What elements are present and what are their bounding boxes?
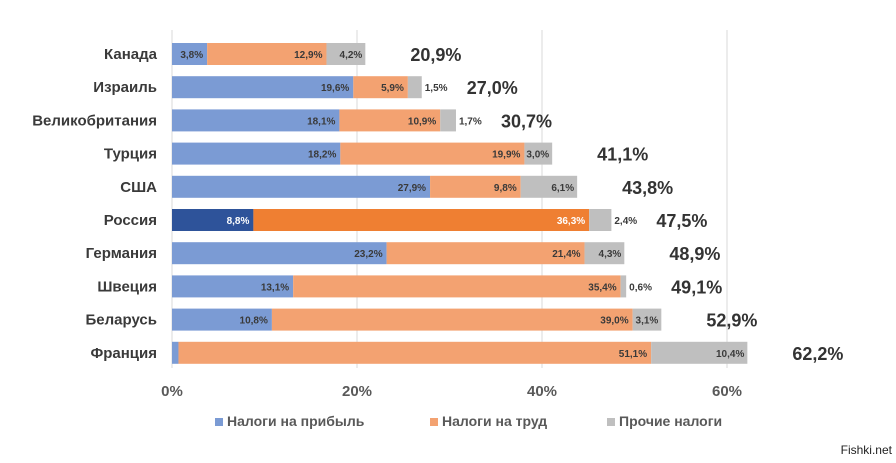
bar-segment: [172, 76, 354, 99]
category-label: Канада: [104, 46, 158, 63]
bar-segment: [620, 275, 627, 298]
data-label: 3,1%: [636, 316, 659, 327]
data-label: 19,9%: [492, 150, 520, 161]
category-label: Германия: [86, 245, 157, 262]
bar-segment: [584, 242, 625, 265]
bar-segment: [172, 341, 179, 364]
data-label: 9,8%: [494, 183, 517, 194]
total-label: 49,1%: [671, 277, 722, 297]
x-tick-label: 0%: [161, 383, 183, 400]
data-label: 8,8%: [227, 216, 250, 227]
bar-segment: [172, 175, 431, 198]
data-label: 10,8%: [240, 316, 268, 327]
category-label: Турция: [104, 146, 157, 163]
bar-segment: [172, 308, 272, 331]
legend-label: Прочие налоги: [619, 413, 722, 429]
data-label: 27,9%: [398, 183, 426, 194]
total-label: 41,1%: [597, 145, 648, 165]
bar-segment: [293, 275, 621, 298]
data-label: 1,7%: [459, 116, 482, 127]
data-label: 4,2%: [340, 50, 363, 61]
bar-segment: [172, 275, 294, 298]
data-label: 19,6%: [321, 83, 349, 94]
legend-swatch: [430, 418, 438, 426]
bar-segment: [632, 308, 662, 331]
watermark: Fishki.net: [840, 443, 892, 457]
bar-segment: [172, 43, 208, 65]
category-label: Россия: [104, 212, 157, 229]
data-label: 18,1%: [307, 116, 335, 127]
bar-segment: [326, 43, 366, 65]
total-label: 30,7%: [501, 111, 552, 131]
bar-segment: [430, 175, 521, 198]
bar-segment: [172, 109, 340, 132]
legend-label: Налоги на труд: [442, 413, 547, 429]
data-label: 6,1%: [551, 183, 574, 194]
x-tick-label: 60%: [712, 383, 742, 400]
data-label: 13,1%: [261, 282, 289, 293]
total-label: 43,8%: [622, 178, 673, 198]
x-tick-label: 40%: [527, 383, 557, 400]
bar-segment: [172, 242, 387, 265]
data-label: 23,2%: [354, 249, 382, 260]
total-label: 62,2%: [792, 344, 843, 364]
bar-segment: [407, 76, 422, 99]
total-label: 52,9%: [706, 311, 757, 331]
data-label: 51,1%: [619, 349, 647, 360]
category-label: Израиль: [93, 79, 157, 96]
bar-segment: [172, 142, 341, 165]
data-label: 0,6%: [629, 282, 652, 293]
data-label: 39,0%: [600, 316, 628, 327]
bar-segment: [651, 341, 748, 364]
legend-label: Налоги на прибыль: [227, 413, 365, 429]
category-label: Беларусь: [86, 312, 158, 329]
bar-segment: [386, 242, 585, 265]
bar-segment: [340, 142, 525, 165]
bar-segment: [589, 209, 612, 231]
total-label: 48,9%: [669, 244, 720, 264]
data-label: 12,9%: [294, 50, 322, 61]
data-label: 3,8%: [180, 50, 203, 61]
data-label: 5,9%: [381, 83, 404, 94]
bar-segment: [339, 109, 441, 132]
legend-swatch: [215, 418, 223, 426]
bar-segment: [178, 341, 652, 364]
data-label: 10,4%: [716, 349, 744, 360]
data-label: 3,0%: [526, 150, 549, 161]
total-label: 47,5%: [656, 211, 707, 231]
bar-segment: [271, 308, 633, 331]
category-label: Швеция: [97, 278, 157, 295]
bar-segment: [253, 209, 590, 231]
category-label: США: [120, 179, 157, 196]
bar-segment: [172, 209, 254, 231]
x-tick-label: 20%: [342, 383, 372, 400]
total-label: 27,0%: [467, 78, 518, 98]
data-label: 21,4%: [552, 249, 580, 260]
category-label: Франция: [90, 345, 157, 362]
category-label: Великобритания: [32, 112, 157, 129]
bar-segment: [207, 43, 327, 65]
bar-segment: [440, 109, 456, 132]
bar-segment: [353, 76, 408, 99]
legend-swatch: [607, 418, 615, 426]
data-label: 4,3%: [599, 249, 622, 260]
data-label: 35,4%: [588, 282, 616, 293]
total-label: 20,9%: [410, 45, 461, 65]
bar-segment: [524, 142, 553, 165]
data-label: 2,4%: [614, 216, 637, 227]
data-label: 10,9%: [408, 116, 436, 127]
data-label: 18,2%: [308, 150, 336, 161]
data-label: 36,3%: [557, 216, 585, 227]
data-label: 1,5%: [425, 83, 448, 94]
bar-segment: [520, 175, 578, 198]
